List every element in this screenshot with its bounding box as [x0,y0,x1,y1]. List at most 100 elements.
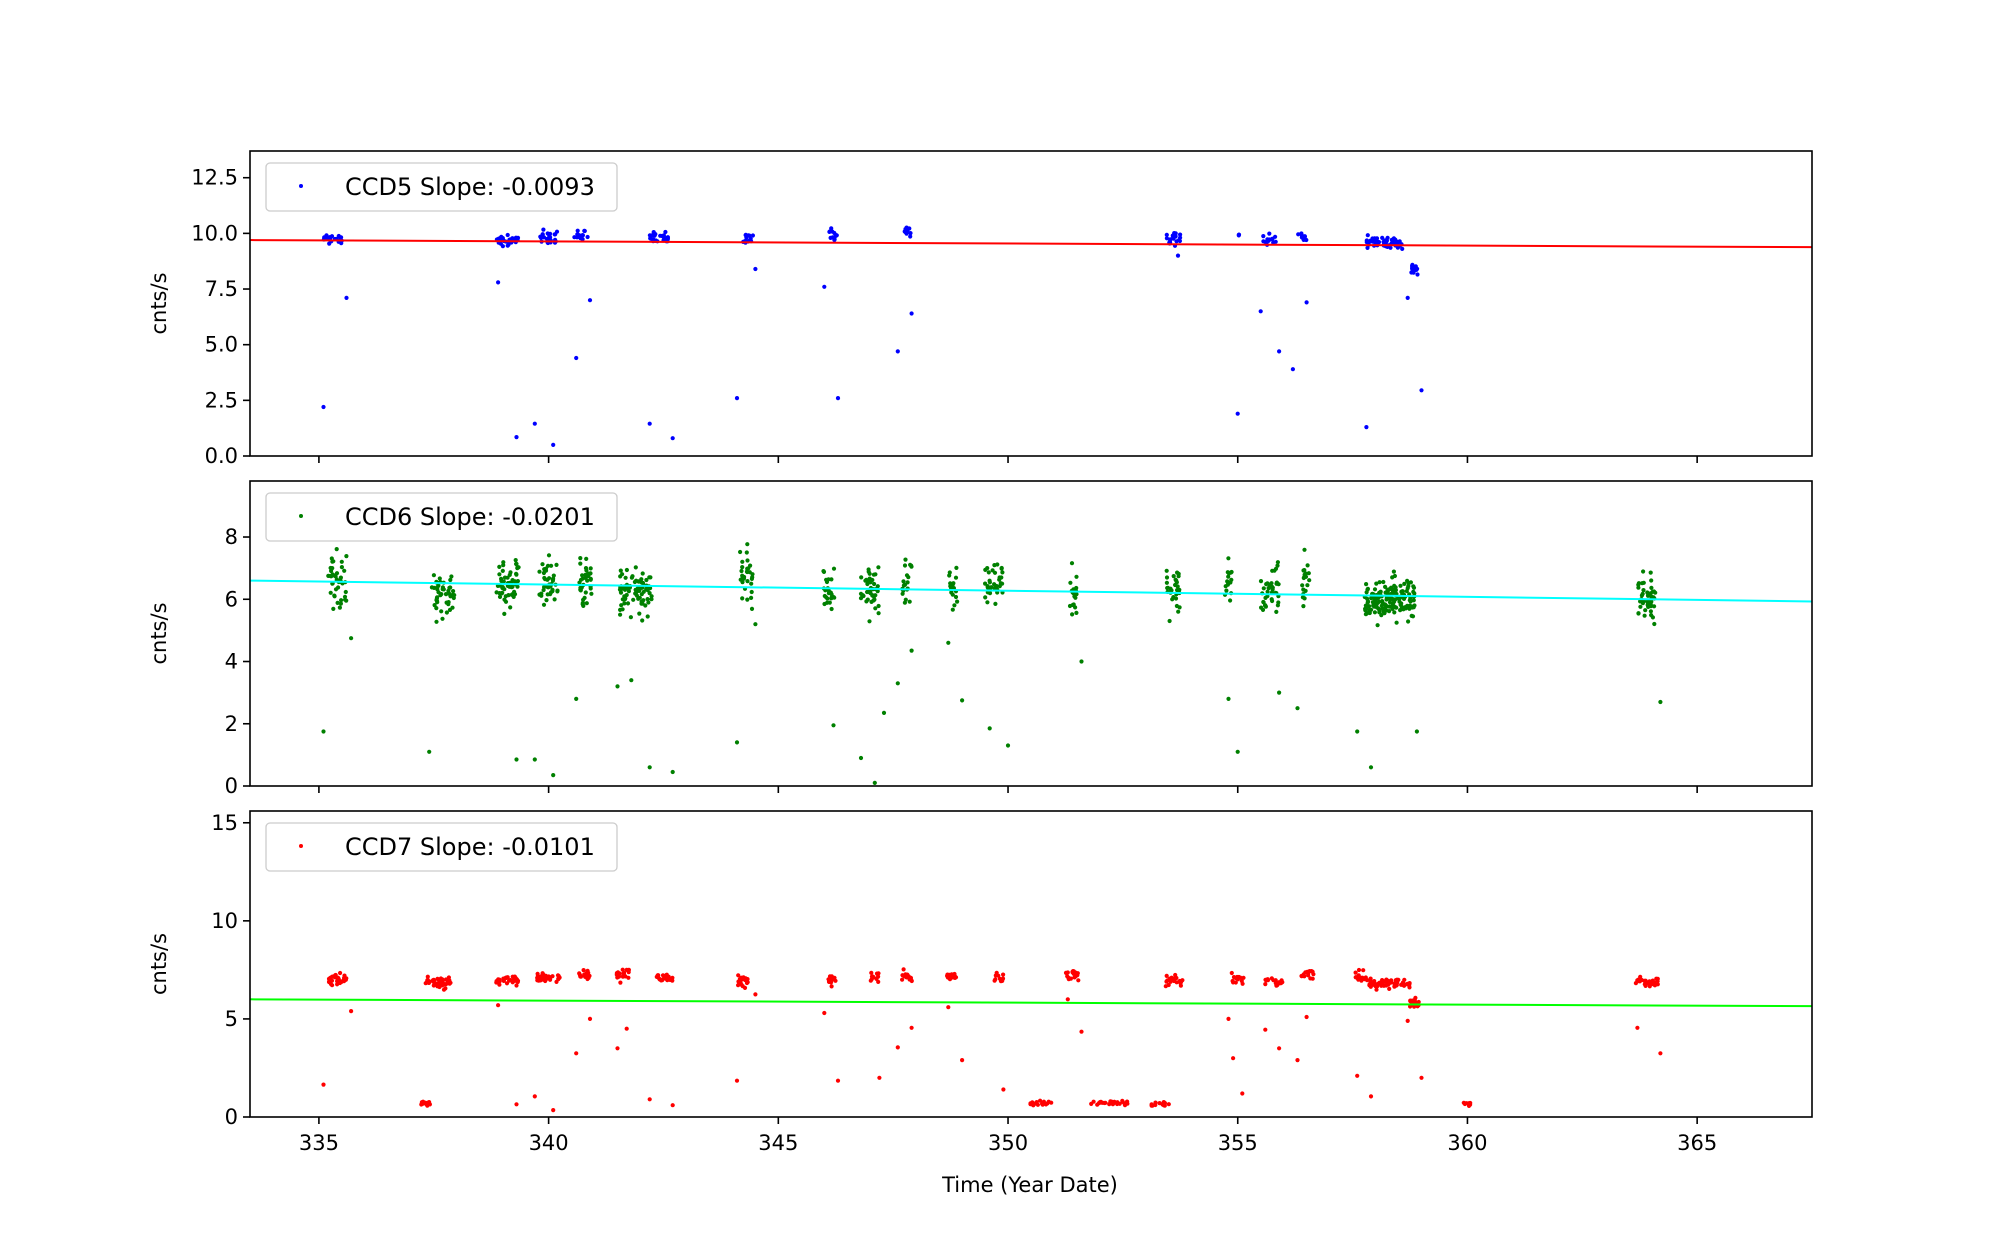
data-point [333,587,339,592]
data-point [545,592,550,597]
data-point [1405,1018,1410,1024]
data-point [1277,1046,1282,1051]
data-point [1377,608,1382,613]
data-point [869,970,874,976]
data-point [327,241,332,246]
data-point [1153,1100,1158,1105]
data-point [551,442,556,447]
data-point [647,1097,652,1102]
data-point [745,558,750,563]
data-point [321,404,326,410]
data-point [1125,1099,1130,1104]
data-point [1226,574,1231,579]
data-point [1226,696,1231,702]
data-point [331,606,336,612]
data-point [1273,566,1279,571]
data-point [540,562,545,567]
data-point [1655,979,1660,984]
panel-ccd5-legend: CCD5 Slope: -0.0093 [265,162,618,212]
data-point [1074,610,1079,616]
data-point [1264,582,1269,587]
data-point [1174,980,1179,985]
data-point [1383,584,1388,590]
data-point [1117,1101,1122,1106]
data-point [1164,232,1169,237]
data-point [514,561,519,566]
data-point [1239,978,1244,984]
data-point [1411,584,1416,589]
data-point [1235,749,1240,754]
data-point [1303,970,1308,975]
data-point [580,573,585,578]
y-tick-label: 5.0 [205,333,238,357]
data-point [449,574,454,579]
data-point [446,975,451,980]
data-point [1466,1103,1472,1108]
data-point [339,559,344,564]
data-point [618,980,623,985]
data-point [902,563,908,568]
data-point [955,599,960,604]
data-point [1385,589,1390,594]
data-point [1290,367,1295,372]
data-point [446,602,451,607]
data-point [615,684,620,689]
data-point [500,590,505,595]
data-point [1303,571,1308,576]
data-point [829,577,834,582]
data-point [1388,245,1393,250]
data-point [542,575,547,581]
data-point [1266,586,1271,591]
data-point [829,606,834,612]
data-point [1164,568,1169,573]
data-point [824,579,830,585]
data-point [514,757,519,762]
data-point [1277,981,1282,986]
data-point [875,584,880,589]
data-point [587,1016,593,1022]
data-point [637,588,642,594]
data-point [623,596,628,601]
data-point [1410,262,1415,267]
data-point [867,571,872,576]
panel-ccd6-ylabel: cnts/s [147,602,171,664]
data-point [649,594,654,599]
data-point [1411,598,1416,603]
data-point [622,601,627,606]
data-point [572,235,577,240]
data-point [1068,976,1073,981]
data-point [541,972,546,978]
data-point [537,592,542,597]
data-point [1384,603,1389,608]
data-point [427,979,432,984]
data-point [740,575,745,581]
data-point [904,573,910,578]
data-point [663,236,668,241]
data-point [588,586,593,591]
data-point [425,974,430,979]
data-point [1172,231,1177,236]
data-point [1302,547,1307,552]
y-tick-label: 8 [225,525,238,549]
data-point [874,971,880,976]
data-point [1167,976,1172,981]
data-point [583,590,588,595]
data-point [987,578,992,583]
data-point [1075,971,1080,976]
data-point [343,977,348,982]
data-point [824,595,829,600]
data-point [1393,605,1398,610]
data-point [1307,578,1312,583]
data-point [670,436,675,441]
data-point [1228,598,1233,603]
data-point [895,1045,900,1050]
data-point [514,1102,519,1107]
data-point [881,710,887,716]
data-point [1379,983,1384,988]
y-tick-label: 15 [211,811,238,835]
data-point [441,987,447,992]
data-point [1269,581,1274,586]
data-point [645,614,650,619]
panel-ccd7-plot-area: 0 5 10 15 [211,810,1813,1129]
data-point [1306,973,1311,978]
